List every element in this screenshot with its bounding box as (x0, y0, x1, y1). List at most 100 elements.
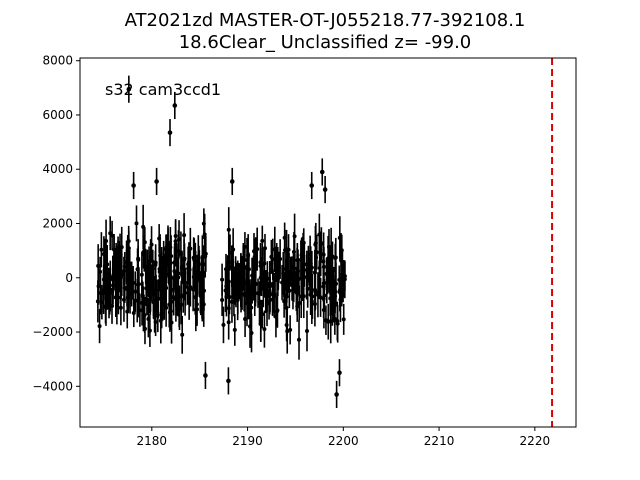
data-point (337, 277, 342, 282)
data-point (99, 247, 104, 252)
data-point (227, 294, 232, 299)
data-point (201, 288, 206, 293)
data-point (260, 238, 265, 243)
data-point (309, 183, 315, 188)
data-point (198, 294, 203, 299)
data-point (147, 328, 152, 333)
data-point (119, 245, 124, 250)
data-point (238, 269, 243, 274)
data-point (297, 300, 302, 305)
data-point (284, 305, 289, 310)
chart-title-line2: 18.6Clear_ Unclassified z= -99.0 (179, 32, 472, 53)
data-point (286, 247, 291, 252)
data-point (203, 251, 208, 256)
data-point (110, 233, 115, 238)
data-point (110, 304, 115, 309)
data-point (313, 242, 318, 247)
data-point (292, 270, 297, 275)
data-point (229, 299, 234, 304)
data-point (304, 275, 309, 280)
data-point (188, 246, 193, 251)
data-point (276, 272, 281, 277)
data-point (102, 268, 107, 273)
data-point (167, 302, 172, 307)
data-point (329, 292, 334, 297)
data-point (337, 235, 342, 240)
data-point (284, 323, 289, 328)
data-point (269, 254, 274, 259)
plot-frame (79, 57, 577, 428)
data-point (122, 285, 127, 290)
x-tick-label: 2200 (328, 434, 359, 448)
data-point (275, 308, 280, 313)
data-point (282, 299, 287, 304)
data-point (273, 277, 278, 282)
x-tick-label: 2190 (232, 434, 263, 448)
data-point (147, 288, 152, 293)
data-point (317, 277, 322, 282)
y-tick-label: −4000 (32, 379, 73, 393)
data-point (341, 317, 346, 322)
data-point (310, 294, 315, 299)
data-point (177, 237, 182, 242)
data-point (281, 280, 286, 285)
data-point (265, 276, 270, 281)
data-point (129, 274, 134, 279)
data-point (98, 290, 103, 295)
data-point (157, 269, 162, 274)
data-point (139, 272, 144, 277)
data-point (270, 297, 275, 302)
data-point (324, 280, 329, 285)
x-tick-label: 2210 (424, 434, 455, 448)
data-point (239, 287, 244, 292)
data-point (337, 370, 342, 376)
data-point (252, 255, 257, 260)
data-point (142, 312, 147, 317)
data-point (96, 263, 101, 268)
data-point (202, 232, 207, 237)
data-point (178, 251, 183, 256)
data-point (265, 294, 270, 299)
chart-annotation: s32 cam3ccd1 (105, 80, 221, 99)
data-point (164, 263, 169, 268)
data-point (278, 257, 283, 262)
data-point (318, 251, 323, 256)
data-point (143, 266, 148, 271)
data-point (147, 261, 152, 266)
data-point (249, 305, 254, 310)
data-point (173, 242, 178, 247)
data-point (339, 248, 344, 253)
data-point (253, 282, 258, 287)
data-point (173, 286, 178, 291)
data-point (185, 280, 190, 285)
data-point (225, 270, 230, 275)
x-tick-label: 2180 (137, 434, 168, 448)
data-point (323, 318, 328, 323)
data-point (111, 256, 116, 261)
data-point (153, 262, 158, 267)
y-tick-label: 8000 (42, 54, 73, 68)
data-point (154, 179, 159, 184)
data-point (144, 297, 149, 302)
data-point (220, 277, 225, 282)
data-point (152, 315, 157, 320)
data-point (220, 298, 225, 303)
data-point (164, 286, 169, 291)
data-point (331, 286, 336, 291)
data-point (235, 298, 240, 303)
data-layer (95, 58, 554, 427)
data-point (182, 257, 187, 262)
data-point (182, 233, 187, 238)
data-point (125, 295, 130, 300)
data-point (241, 264, 246, 269)
y-tick-label: 0 (65, 271, 73, 285)
data-point (196, 262, 201, 267)
data-point (179, 294, 184, 299)
data-point (321, 259, 326, 264)
data-point (322, 293, 327, 298)
data-point (249, 331, 254, 336)
data-point (106, 283, 111, 288)
data-point (246, 253, 251, 258)
data-point (141, 224, 146, 229)
